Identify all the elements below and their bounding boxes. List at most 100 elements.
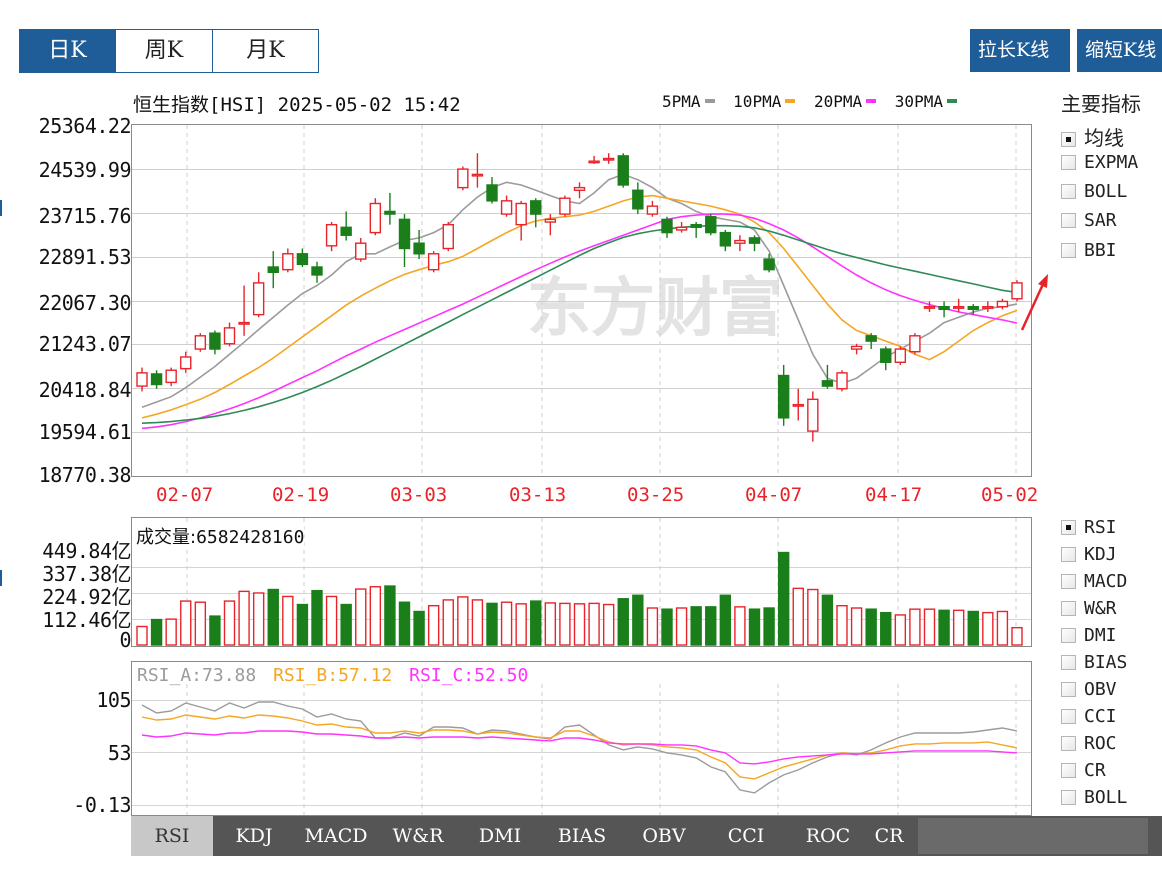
candle-body (588, 160, 600, 164)
candle-body (967, 306, 979, 311)
candle-body (617, 155, 629, 186)
candle-body (180, 356, 192, 370)
tab-obv[interactable]: OBV (642, 825, 686, 847)
candle-body (661, 218, 673, 234)
candle-body (267, 266, 279, 274)
candle-body (471, 173, 484, 177)
tab-cr[interactable]: CR (874, 825, 904, 847)
volume-bar (967, 610, 979, 646)
checkbox-icon (1061, 243, 1076, 258)
volume-bar (996, 610, 1009, 646)
tab-wr[interactable]: W&R (392, 825, 444, 847)
candle-body (427, 253, 440, 271)
volume-bar (369, 586, 382, 646)
legend-5pma: 5PMA (662, 92, 724, 111)
shrink-kline-button[interactable]: 缩短K线 (1077, 29, 1162, 72)
tab-monthly[interactable]: 月K (213, 29, 319, 73)
sub-indicator-macd[interactable]: MACD (1061, 571, 1127, 592)
sub-indicator-dmi[interactable]: DMI (1061, 625, 1117, 646)
candle-body (923, 306, 936, 309)
ma-legend: 5PMA 10PMA 20PMA 30PMA (662, 92, 957, 111)
checkbox-checked-icon (1061, 520, 1076, 535)
volume-bar (880, 611, 892, 646)
volume-bar (748, 608, 761, 646)
edge-mark (0, 200, 2, 216)
volume-bar (573, 603, 586, 646)
main-indicator-boll[interactable]: BOLL (1061, 181, 1127, 202)
sub-indicator-bias[interactable]: BIAS (1061, 652, 1127, 673)
sub-indicator-cci[interactable]: CCI (1061, 706, 1117, 727)
candle-body (340, 226, 352, 236)
tab-macd[interactable]: MACD (304, 825, 368, 847)
candle-body (282, 253, 294, 271)
volume-bar (690, 606, 702, 646)
volume-bar (719, 594, 732, 646)
candle-body (559, 197, 571, 215)
candle-body (821, 380, 834, 387)
edge-mark (0, 570, 2, 586)
volume-bar (325, 595, 338, 646)
volume-bar (238, 590, 250, 646)
candle-body (894, 348, 907, 363)
candle-body (194, 335, 207, 350)
volume-bar (194, 601, 207, 646)
volume-bar (209, 615, 221, 646)
volume-bar (646, 607, 659, 646)
volume-bar (807, 588, 819, 646)
rsi-panel: RSI_A:73.88 RSI_B:57.12 RSI_C:52.50 (131, 661, 1032, 816)
sub-indicator-boll[interactable]: BOLL (1061, 787, 1127, 808)
main-indicator-bbi[interactable]: BBI (1061, 240, 1117, 261)
candle-body (777, 374, 790, 419)
candle-body (252, 282, 265, 316)
rsi-b-value: RSI_B:57.12 (273, 665, 393, 686)
tab-bias[interactable]: BIAS (557, 825, 607, 847)
main-indicator-sar[interactable]: SAR (1061, 210, 1117, 231)
candle-body (150, 373, 163, 386)
candle-body (1011, 282, 1023, 300)
rsi-c-value: RSI_C:52.50 (409, 665, 529, 686)
ma-line-20pma (141, 213, 1018, 430)
sub-indicator-cr[interactable]: CR (1061, 760, 1106, 781)
watermark: 东方财富 (527, 272, 783, 344)
volume-bar (938, 609, 950, 646)
x-tick: 04-17 (865, 484, 923, 506)
sub-indicator-obv[interactable]: OBV (1061, 679, 1117, 700)
volume-bar (296, 603, 309, 646)
tab-roc[interactable]: ROC (805, 825, 851, 847)
volume-bar (530, 600, 542, 646)
tab-rsi[interactable]: RSI (131, 816, 213, 856)
candle-body (384, 210, 396, 215)
sub-indicator-roc[interactable]: ROC (1061, 733, 1117, 754)
main-indicator-expma[interactable]: EXPMA (1061, 152, 1138, 173)
sub-indicator-kdj[interactable]: KDJ (1061, 544, 1117, 565)
ma-line-30pma (141, 224, 1018, 424)
tab-dmi[interactable]: DMI (478, 825, 522, 847)
chart-title: 恒生指数[HSI] 2025-05-02 15:42 (133, 94, 461, 116)
rsi-chart (132, 684, 1031, 815)
sub-indicator-rsi[interactable]: RSI (1061, 517, 1117, 538)
checkbox-icon (1061, 736, 1076, 751)
candle-body (515, 202, 527, 226)
volume-bar (923, 608, 936, 646)
tab-daily[interactable]: 日K (19, 29, 116, 73)
y-tick: 20418.84 (38, 378, 132, 402)
volume-bar (894, 614, 907, 646)
candle-body (355, 242, 367, 260)
candle-body (602, 157, 615, 161)
tab-kdj[interactable]: KDJ (235, 825, 273, 847)
volume-bar (792, 587, 804, 646)
main-indicator-ma[interactable]: 均线 (1061, 122, 1124, 151)
tab-cci[interactable]: CCI (727, 825, 765, 847)
legend-5pma-swatch (704, 98, 715, 103)
checkbox-icon (1061, 790, 1076, 805)
volume-bar (909, 608, 921, 646)
sub-indicator-wr[interactable]: W&R (1061, 598, 1117, 619)
y-tick: 24539.99 (38, 158, 132, 182)
candle-body (850, 345, 863, 350)
vol-y-tick: 112.46亿 (42, 608, 131, 632)
volume-bar (559, 602, 571, 646)
volume-bar (180, 600, 192, 646)
volume-bar (500, 601, 513, 646)
stretch-kline-button[interactable]: 拉长K线 (970, 29, 1070, 72)
tab-weekly[interactable]: 周K (116, 29, 213, 73)
